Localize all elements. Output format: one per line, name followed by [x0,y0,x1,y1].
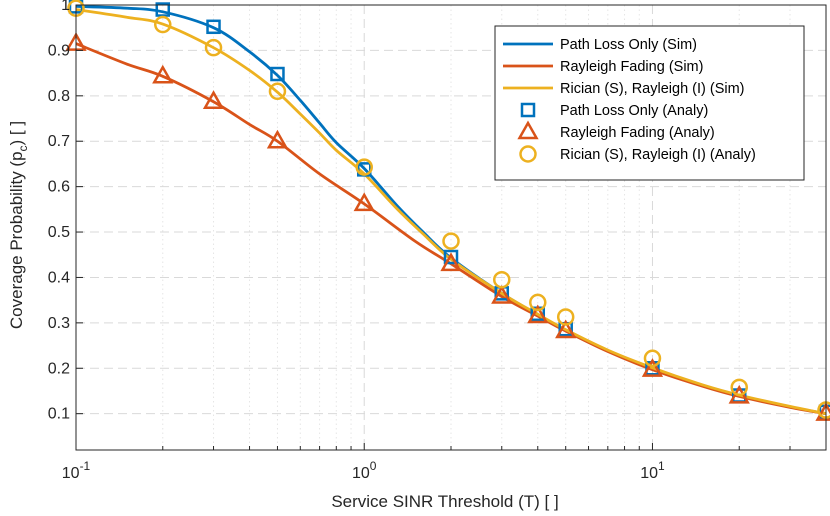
legend-label: Rayleigh Fading (Analy) [560,125,715,141]
x-tick-label: 101 [640,459,665,482]
circle-marker [268,82,287,101]
y-axis-title-tail: ) [ ] [7,121,26,146]
square-marker [270,66,285,82]
circle-marker [154,15,172,34]
x-tick-label-exponent: -1 [80,459,91,473]
x-tick-label-exponent: 1 [658,459,665,473]
legend-label: Rician (S), Rayleigh (I) (Analy) [560,147,756,163]
triangle-marker [527,304,549,324]
legend-triangle-sample [517,120,539,140]
y-tick-label: 0.3 [48,315,70,332]
circle-marker [556,308,575,326]
y-axis-title-subscript: c [16,145,30,151]
legend-label: Rician (S), Rayleigh (I) (Sim) [560,81,745,97]
square-marker [206,19,221,35]
series-layer [65,0,830,421]
x-tick-label: 100 [352,459,377,482]
y-tick-label: 0.6 [48,179,70,196]
y-tick-label: 0.5 [48,224,70,241]
legend-square-sample [520,102,536,118]
x-tick-label-exponent: 0 [370,459,377,473]
legend-circle-sample [519,145,537,163]
circle-marker [529,293,547,312]
x-tick-label-base: 10 [62,465,80,482]
legend-label: Path Loss Only (Analy) [560,103,708,119]
circle-marker [493,270,511,289]
triangle-marker [266,129,289,149]
triangle-marker [491,284,513,304]
circle-marker [643,349,662,368]
square-marker [155,2,171,17]
legend-box [494,25,805,181]
x-tick-label: 10-1 [62,459,91,482]
triangle-marker [440,252,462,272]
circle-marker [204,38,223,57]
y-tick-label: 0.9 [48,42,70,59]
triangle-marker [152,64,174,84]
x-tick-label-base: 10 [352,465,370,482]
y-tick-label: 0.7 [48,133,70,150]
circle-marker [442,232,460,250]
y-tick-label: 0.4 [48,269,70,286]
y-tick-label: 1 [61,0,70,14]
triangle-marker [202,90,225,109]
circle-marker [730,378,748,397]
y-tick-label: 0.2 [48,360,70,377]
x-axis-title: Service SINR Threshold (T) [ ] [331,492,558,511]
legend-label: Rayleigh Fading (Sim) [560,59,703,75]
series-line-2 [75,8,827,416]
square-marker [443,249,459,265]
y-axis-title: Coverage Probability (pc) [ ] [7,121,30,329]
y-axis-title-main: Coverage Probability (p [7,151,26,329]
triangle-marker [353,192,375,212]
x-tick-label-base: 10 [640,465,658,482]
triangle-marker [555,319,577,339]
circle-marker [355,158,373,176]
y-tick-label: 0.8 [48,88,70,105]
legend-label: Path Loss Only (Sim) [560,37,697,53]
y-tick-label: 0.1 [48,406,70,423]
triangle-marker [641,358,664,377]
legend: Path Loss Only (Sim) Rayleigh Fading (Sim… [494,25,805,181]
